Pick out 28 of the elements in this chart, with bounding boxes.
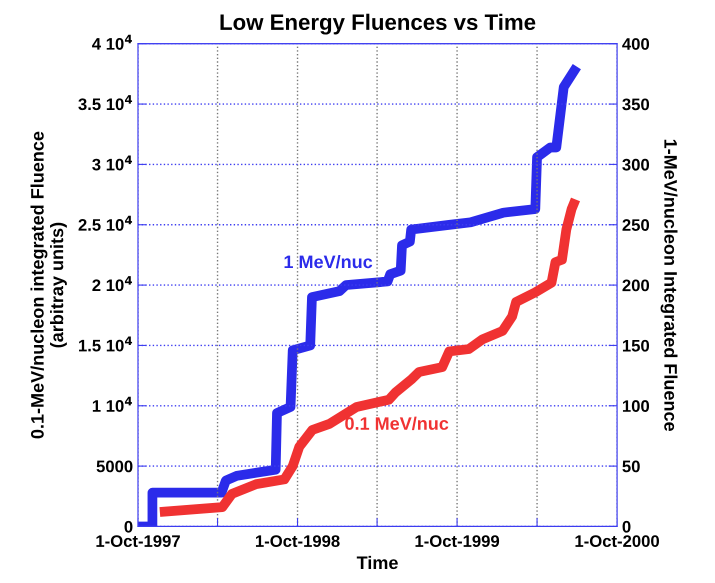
series-label: 1 MeV/nuc xyxy=(284,254,372,268)
y2-tick-label: 250 xyxy=(622,219,650,231)
y2-tick-label: 50 xyxy=(622,460,640,472)
y-tick-label: 0 xyxy=(124,520,132,533)
y-tick-label: 2.5 10$^{4}$ xyxy=(78,216,132,231)
x-tick-label: 1-Oct-1998 xyxy=(256,535,340,548)
y2-tick-label: 350 xyxy=(622,98,650,110)
x-axis-title: Time xyxy=(356,556,398,570)
y-tick-label: 3 10$^{4}$ xyxy=(92,155,132,171)
y-axis-title: 0.1-MeV/nucleon integrated Fluence (arbitray units) xyxy=(30,132,67,438)
y2-tick-label: 0 xyxy=(622,520,630,533)
y2-tick-label: 300 xyxy=(622,158,650,171)
x-tick-label: 1-Oct-1997 xyxy=(96,535,180,548)
y-tick-label: 2 10$^{4}$ xyxy=(92,276,132,292)
y-tick-label: 1 10$^{4}$ xyxy=(92,396,132,412)
chart-title: Low Energy Fluences vs Time xyxy=(220,14,536,35)
y-tick-label: 5000 xyxy=(96,460,132,472)
series-label: 0.1 MeV/nuc xyxy=(345,416,448,430)
x-tick-label: 1-Oct-1999 xyxy=(416,535,500,548)
y-tick-label: 4 10$^{4}$ xyxy=(92,34,132,50)
y2-tick-label: 100 xyxy=(622,400,650,412)
y2-tick-label: 400 xyxy=(622,38,650,50)
y2-tick-label: 150 xyxy=(622,340,650,352)
y2-axis-title: 1-MeV/nucleon Integrated Fluence xyxy=(660,140,678,431)
y-tick-label: 3.5 10$^{4}$ xyxy=(78,95,132,110)
x-tick-label: 1-Oct-2000 xyxy=(575,535,659,548)
y-tick-label: 1.5 10$^{4}$ xyxy=(79,336,132,352)
y2-tick-label: 200 xyxy=(622,279,650,292)
